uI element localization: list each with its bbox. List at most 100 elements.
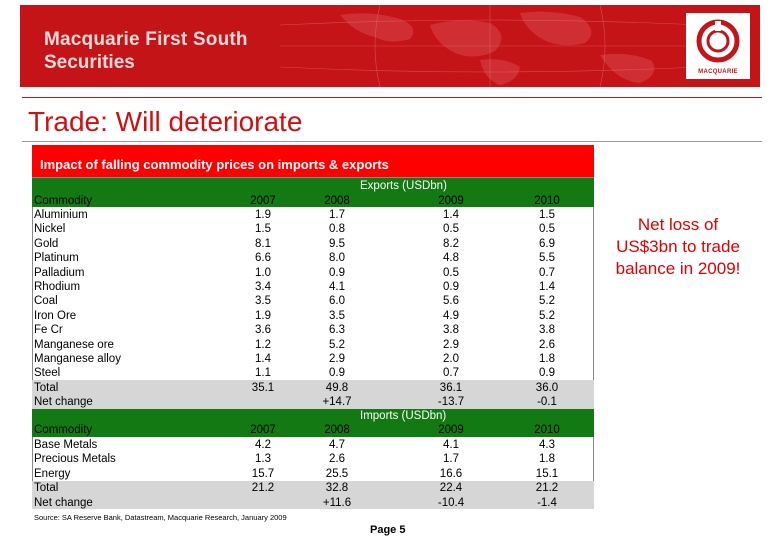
exports-cell: 1.1 [255,367,271,380]
exports-cell: 2.0 [443,353,459,365]
imports-cell: 1.7 [443,453,459,466]
exports-cell: 1.7 [329,209,345,221]
world-map-decoration [280,5,700,87]
exports-cell: 49.8 [325,381,349,394]
exports-cell: 2.9 [329,353,345,365]
exports-cell: 2.9 [443,338,459,351]
exports-cell: 8.1 [255,237,271,250]
trade-balance-note: Net loss of US$3bn to trade balance in 2… [615,215,741,278]
exports-cell: 4.8 [443,252,459,265]
exports-header-cell: Commodity [34,195,93,207]
imports-header-cell: 2010 [534,424,560,436]
imports-cell: 32.8 [325,482,349,495]
imports-header-bar [32,424,594,437]
imports-cell: 25.5 [325,467,349,480]
imports-cell: 2.6 [329,453,345,466]
imports-cell: 16.6 [439,467,463,480]
title-bottom-rule [22,141,762,142]
exports-cell: -13.7 [437,396,465,409]
exports-cell: 1.9 [255,209,271,221]
imports-cell: Net change [34,496,93,509]
exports-cell: 3.6 [255,324,271,337]
slide-title: Trade: Will deteriorate [28,106,303,137]
exports-header-bar [32,193,594,207]
exports-cell: 1.4 [255,353,271,365]
imports-cell: +11.6 [322,496,352,509]
imports-cell: 4.7 [329,439,345,451]
imports-cell: 4.2 [255,439,271,451]
exports-cell: Steel [34,367,61,380]
exports-cell: 5.5 [539,252,555,265]
exports-cell: -0.1 [537,396,557,409]
table-title-bar: Impact of falling commodity prices on im… [32,145,594,177]
imports-cell: Precious Metals [34,453,116,466]
exports-cell: 3.5 [329,309,345,322]
macquarie-logo: MACQUARIE [686,13,750,79]
header-banner: Macquarie First South Securities MACQUAR… [20,5,760,87]
imports-header-cell: 2008 [324,424,350,436]
imports-cell: 21.2 [535,482,559,495]
exports-cell: Fe Cr [34,324,63,337]
exports-header-cell: 2008 [324,195,350,207]
exports-cell: 5.6 [443,295,459,308]
exports-cell: 1.5 [255,223,271,236]
imports-cell: 4.1 [443,439,459,451]
exports-cell: Aluminium [34,209,88,221]
exports-cell: 6.0 [329,295,345,308]
exports-cell: Manganese alloy [34,353,121,365]
exports-header-cell: 2009 [438,195,464,207]
imports-netchange-band [32,496,594,509]
exports-cell: 36.0 [535,381,559,394]
exports-cell: Net change [34,396,93,409]
exports-section-bar [32,178,594,194]
exports-cell: 3.8 [539,324,555,337]
imports-cell: 4.3 [539,439,555,451]
exports-cell: 1.9 [255,309,271,322]
macquarie-logo-icon [696,19,740,63]
exports-cell: 1.8 [539,353,555,365]
exports-cell: Nickel [34,223,66,236]
exports-cell: 6.3 [329,324,345,337]
exports-cell: Rhodium [34,281,81,293]
exports-cell: 0.5 [539,223,555,236]
exports-cell: 5.2 [329,338,345,351]
source-note: Source: SA Reserve Bank, Datastream, Mac… [34,513,287,522]
exports-cell: 5.2 [539,309,555,322]
imports-cell: 15.1 [535,467,559,480]
imports-cell: -1.4 [537,496,557,509]
exports-cell: 1.4 [539,281,555,293]
table-title: Impact of falling commodity prices on im… [40,157,389,172]
exports-header-cell: 2007 [250,195,276,207]
imports-cell: 15.7 [251,467,275,480]
imports-section-bar [32,409,594,425]
imports-cell: 21.2 [251,482,275,495]
exports-cell: 3.5 [255,295,271,308]
exports-cell: 1.5 [539,209,555,221]
exports-cell: 1.4 [443,209,459,221]
exports-cell: +14.7 [322,396,352,409]
exports-cell: 6.6 [255,252,271,265]
imports-cell: -10.4 [437,496,465,509]
exports-cell: 0.5 [443,223,459,236]
page-number: Page 5 [370,524,406,536]
exports-section-label: Exports (USDbn) [360,180,447,192]
imports-section-label: Imports (USDbn) [360,410,447,422]
imports-cell: 22.4 [439,482,463,495]
imports-cell: Total [34,482,59,495]
exports-cell: 1.2 [255,338,271,351]
exports-header-cell: 2010 [534,195,560,207]
exports-cell: Palladium [34,266,85,279]
exports-cell: 0.9 [539,367,555,380]
exports-cell: 0.9 [443,281,459,293]
exports-cell: 0.7 [443,367,459,380]
imports-cell: 1.8 [539,453,555,466]
brand-name-line1: Macquarie First South [44,29,248,50]
exports-cell: 4.1 [329,281,345,293]
logo-wordmark: MACQUARIE [698,69,738,75]
imports-header-cell: Commodity [34,424,93,436]
exports-cell: 3.8 [443,324,459,337]
exports-cell: 5.2 [539,295,555,308]
exports-cell: 8.2 [443,237,459,250]
imports-header-cell: 2007 [250,424,276,436]
title-top-rule [22,97,762,98]
